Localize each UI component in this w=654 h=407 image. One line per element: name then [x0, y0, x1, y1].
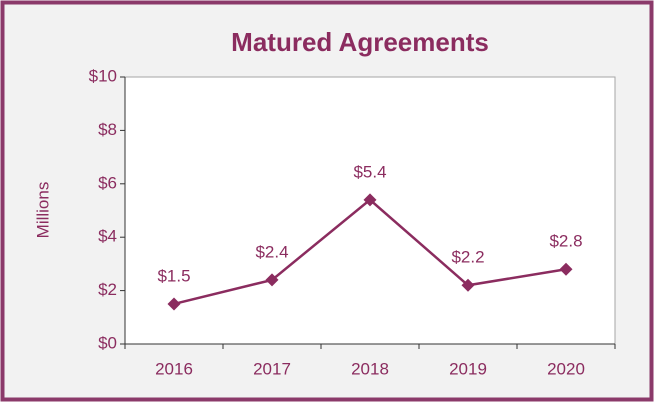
y-tick-label: $4	[98, 227, 117, 246]
marker	[167, 297, 181, 311]
data-label: $2.2	[451, 248, 484, 267]
marker	[461, 278, 475, 292]
data-label: $1.5	[157, 266, 190, 285]
data-label: $5.4	[353, 162, 386, 181]
y-tick-label: $10	[89, 66, 117, 85]
x-tick-label: 2019	[449, 359, 487, 378]
x-tick-label: 2018	[351, 359, 389, 378]
y-tick-label: $6	[98, 173, 117, 192]
chart-title: Matured Agreements	[231, 27, 489, 57]
y-tick-label: $0	[98, 333, 117, 352]
y-axis-label: Millions	[33, 182, 52, 239]
x-tick-label: 2020	[547, 359, 585, 378]
x-tick-label: 2017	[253, 359, 291, 378]
y-tick-label: $8	[98, 120, 117, 139]
data-label: $2.4	[255, 242, 288, 261]
marker	[265, 273, 279, 287]
data-label: $2.8	[549, 232, 582, 251]
plot-area	[124, 76, 616, 345]
marker	[363, 193, 377, 207]
y-tick-label: $2	[98, 280, 117, 299]
x-tick-label: 2016	[155, 359, 193, 378]
marker	[559, 262, 573, 276]
